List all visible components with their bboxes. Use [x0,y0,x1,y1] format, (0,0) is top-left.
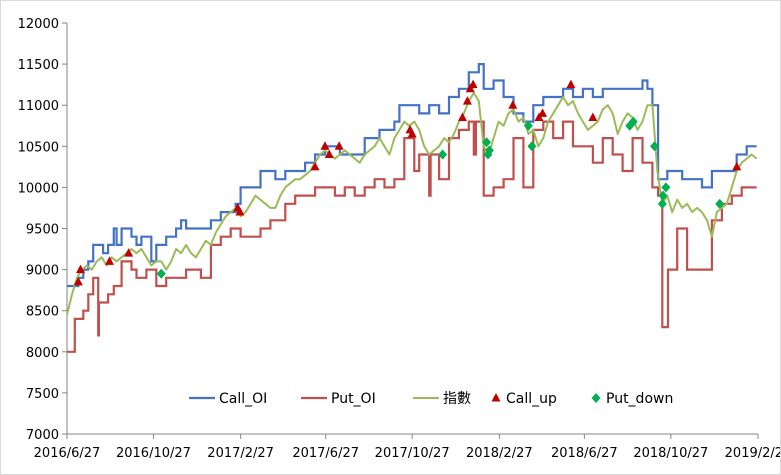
call-up-point [320,141,330,150]
put-down-point [438,149,448,160]
put-down-point [482,137,492,148]
series-layer [66,63,758,353]
series-line-index [66,91,758,316]
put-down-point [484,145,494,156]
x-tick-label: 2016/6/27 [34,446,101,461]
x-tick-label: 2017/6/27 [292,446,359,461]
call-up-point [124,248,134,257]
call-up-point [462,96,472,105]
x-tick-label: 2017/2/27 [207,446,274,461]
legend-label-index: 指數 [443,391,471,407]
x-tick-label: 2017/10/27 [375,446,450,461]
y-tick-label: 8500 [26,305,59,320]
put-down-point [523,120,533,131]
call-up-point [457,112,467,122]
put-down-point [628,116,638,127]
put-down-point [527,141,537,152]
put-down-point [156,268,166,279]
y-tick-label: 10500 [18,140,59,155]
y-tick-label: 9000 [26,264,59,279]
call-up-point [310,161,320,171]
call-up-point [468,79,478,89]
call-up-point [588,112,598,122]
put-down-point [661,182,671,193]
x-tick-label: 2018/6/27 [551,446,618,461]
call-up-point [324,149,334,159]
put-down-point [715,198,725,209]
y-tick-label: 11500 [18,58,59,73]
call-up-point [732,161,742,171]
call-up-point [508,100,518,109]
put-down-point [657,198,667,209]
y-tick-label: 7500 [26,387,59,402]
y-tick-label: 11000 [18,99,59,114]
put-down-point [650,141,660,152]
series-line-call-oi [67,63,757,288]
call-up-point [73,276,83,286]
legend-swatch-call-up [491,393,501,402]
call-up-point [566,79,576,89]
markers-layer [73,79,742,286]
y-tick-label: 10000 [18,181,59,196]
legend-label-call-oi: Call_OI [219,391,267,407]
series-line-put-oi [67,120,757,353]
legend-label-put-oi: Put_OI [331,391,376,407]
x-tick-label: 2019/2/27 [725,446,780,461]
y-tick-label: 12000 [18,17,59,32]
y-tick-label: 7000 [26,428,59,443]
call-up-point [75,264,85,274]
call-up-point [407,128,417,138]
x-tick-label: 2018/2/27 [466,446,533,461]
put-down-point [658,190,668,201]
legend-label-call-up: Call_up [506,391,557,407]
axes: 7000 7500 8000 8500 9000 9500 10000 10500 11000 1… [18,17,780,461]
call-up-point [105,256,115,265]
call-up-point [235,207,245,216]
y-tick-label: 8000 [26,346,59,361]
y-tick-label: 9500 [26,223,59,238]
legend-label-put-down: Put_down [606,391,673,407]
call-up-point [334,141,344,150]
x-tick-label: 2016/10/27 [116,446,191,461]
legend: Call_OI Put_OI 指數 Call_up Put_down [189,391,673,407]
legend-swatch-put-down [591,393,601,403]
call-up-point [538,108,548,117]
x-tick-label: 2018/10/27 [633,446,708,461]
